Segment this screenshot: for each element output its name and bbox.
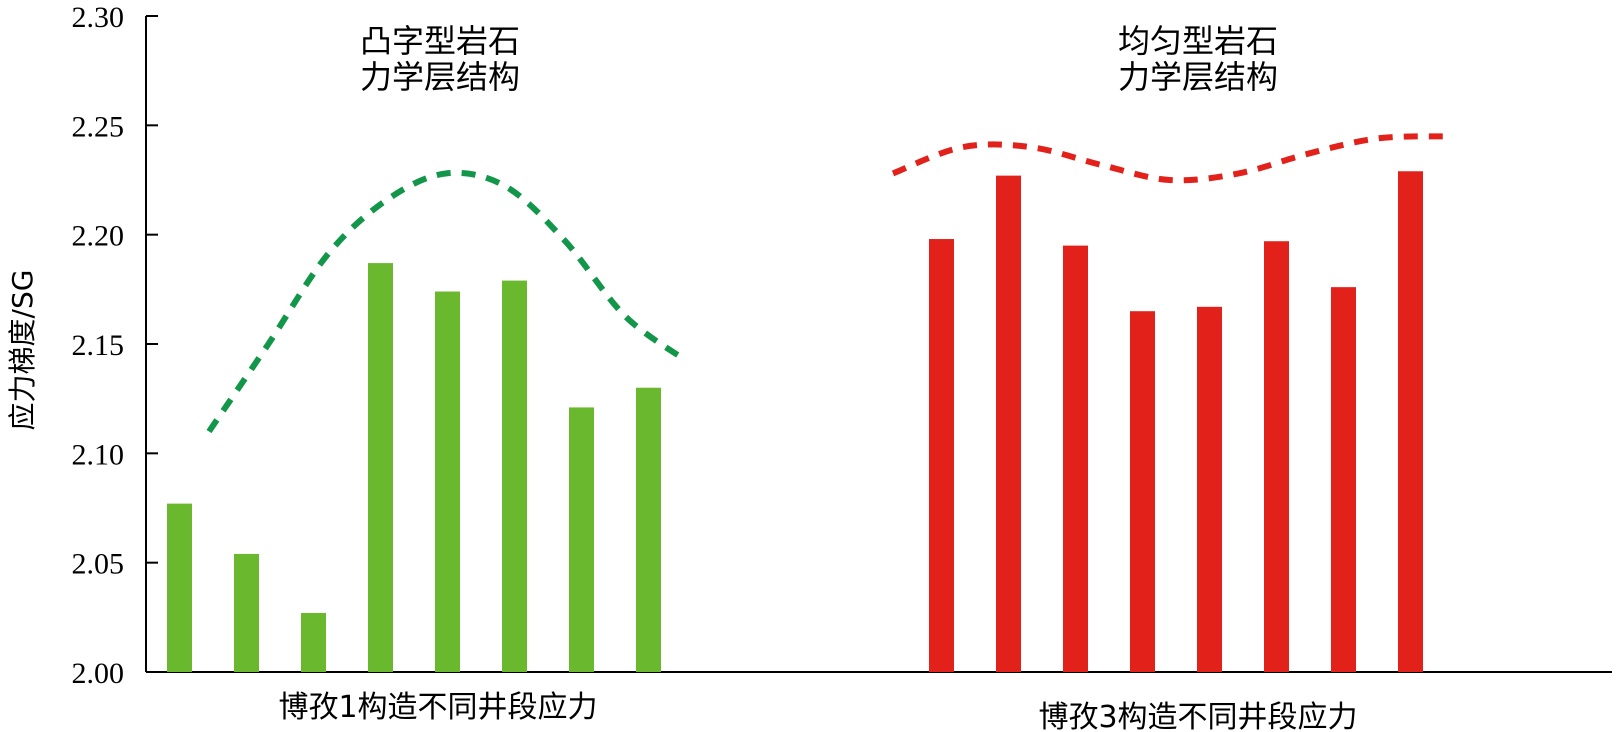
bar-group1-1	[167, 503, 192, 672]
bar-group1-2	[234, 553, 259, 672]
y-tick-label: 2.00	[72, 657, 125, 690]
bar-group2-1	[929, 239, 954, 673]
annotation-group2-line1: 均匀型岩石	[1118, 22, 1278, 60]
bar-group2-3	[1063, 245, 1088, 672]
labels: 2.00 2.05 2.10 2.15 2.20 2.25 2.30 应力梯度/SG 凸字型岩石…	[6, 1, 1358, 732]
y-tick-label: 2.25	[72, 110, 125, 143]
bar-group1-5	[435, 291, 460, 672]
group-label-2: 博孜3构造不同井段应力	[1038, 700, 1357, 732]
group-label-1: 博孜1构造不同井段应力	[278, 690, 597, 725]
y-tick-label: 2.30	[72, 1, 125, 34]
bar-group1-6	[502, 280, 527, 672]
bar-group1-4	[368, 263, 393, 672]
bar-group2-6	[1264, 241, 1289, 672]
y-tick-label: 2.05	[72, 548, 125, 581]
bar-group2-4	[1130, 311, 1155, 672]
y-tick-label: 2.10	[72, 438, 125, 471]
bar-group2-2	[996, 175, 1021, 673]
bar-group2-7	[1331, 287, 1356, 672]
y-tick-label: 2.20	[72, 220, 125, 253]
y-axis-title: 应力梯度/SG	[6, 270, 39, 431]
bar-group2-8	[1398, 171, 1423, 672]
trend-curve-group2	[891, 133, 1447, 184]
bar-group1-3	[301, 612, 326, 672]
bar-group2-5	[1197, 306, 1222, 672]
axes	[145, 15, 1612, 673]
bar-group1-7	[569, 407, 594, 672]
trend-curve-group1	[206, 169, 686, 434]
bar-group1-8	[636, 387, 661, 672]
bars	[167, 171, 1423, 673]
annotation-group2-line2: 力学层结构	[1118, 58, 1278, 96]
annotation-group1-line1: 凸字型岩石	[360, 22, 520, 60]
y-tick-label: 2.15	[72, 329, 125, 362]
trend-curves	[206, 133, 1447, 434]
annotation-group1-line2: 力学层结构	[360, 58, 520, 96]
